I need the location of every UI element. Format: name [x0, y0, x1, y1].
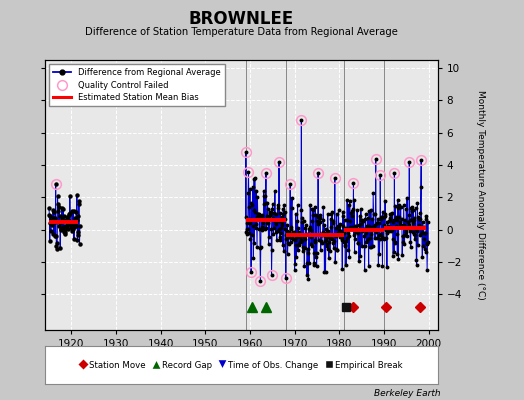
Text: Berkeley Earth: Berkeley Earth — [374, 389, 440, 398]
Y-axis label: Monthly Temperature Anomaly Difference (°C): Monthly Temperature Anomaly Difference (… — [476, 90, 485, 300]
Legend: Difference from Regional Average, Quality Control Failed, Estimated Station Mean: Difference from Regional Average, Qualit… — [49, 64, 225, 106]
Text: Difference of Station Temperature Data from Regional Average: Difference of Station Temperature Data f… — [84, 27, 398, 37]
Text: BROWNLEE: BROWNLEE — [189, 10, 293, 28]
Legend: Station Move, Record Gap, Time of Obs. Change, Empirical Break: Station Move, Record Gap, Time of Obs. C… — [77, 358, 405, 372]
